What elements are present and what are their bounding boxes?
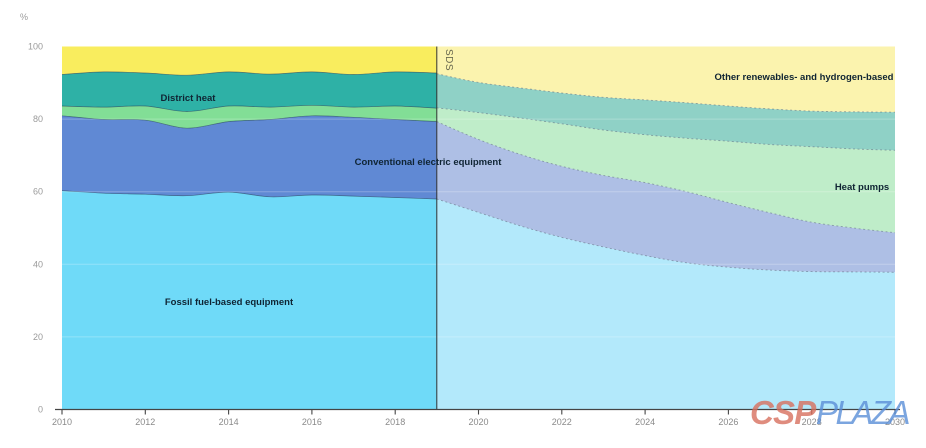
svg-text:40: 40 bbox=[33, 259, 43, 269]
svg-text:60: 60 bbox=[33, 187, 43, 197]
svg-text:2026: 2026 bbox=[718, 417, 738, 427]
svg-text:2022: 2022 bbox=[552, 417, 572, 427]
svg-text:Other renewables- and hydrogen: Other renewables- and hydrogen-based bbox=[715, 72, 894, 83]
svg-text:80: 80 bbox=[33, 114, 43, 124]
svg-text:2018: 2018 bbox=[385, 417, 405, 427]
svg-text:2028: 2028 bbox=[802, 417, 822, 427]
svg-text:%: % bbox=[20, 12, 28, 22]
svg-text:Conventional electric equipmen: Conventional electric equipment bbox=[355, 157, 503, 168]
svg-text:2030: 2030 bbox=[885, 417, 905, 427]
svg-text:2020: 2020 bbox=[468, 417, 488, 427]
svg-text:PLAZA: PLAZA bbox=[816, 394, 910, 431]
svg-text:SDS: SDS bbox=[443, 49, 454, 71]
svg-text:2012: 2012 bbox=[135, 417, 155, 427]
svg-text:Heat pumps: Heat pumps bbox=[835, 182, 889, 193]
svg-text:Fossil fuel-based equipment: Fossil fuel-based equipment bbox=[165, 297, 294, 308]
svg-text:2016: 2016 bbox=[302, 417, 322, 427]
svg-text:CSP: CSP bbox=[750, 394, 817, 431]
svg-text:2014: 2014 bbox=[219, 417, 239, 427]
svg-text:0: 0 bbox=[38, 405, 43, 415]
svg-text:20: 20 bbox=[33, 332, 43, 342]
svg-text:2024: 2024 bbox=[635, 417, 655, 427]
svg-text:District heat: District heat bbox=[161, 93, 217, 104]
svg-text:2010: 2010 bbox=[52, 417, 72, 427]
svg-text:100: 100 bbox=[28, 42, 43, 52]
